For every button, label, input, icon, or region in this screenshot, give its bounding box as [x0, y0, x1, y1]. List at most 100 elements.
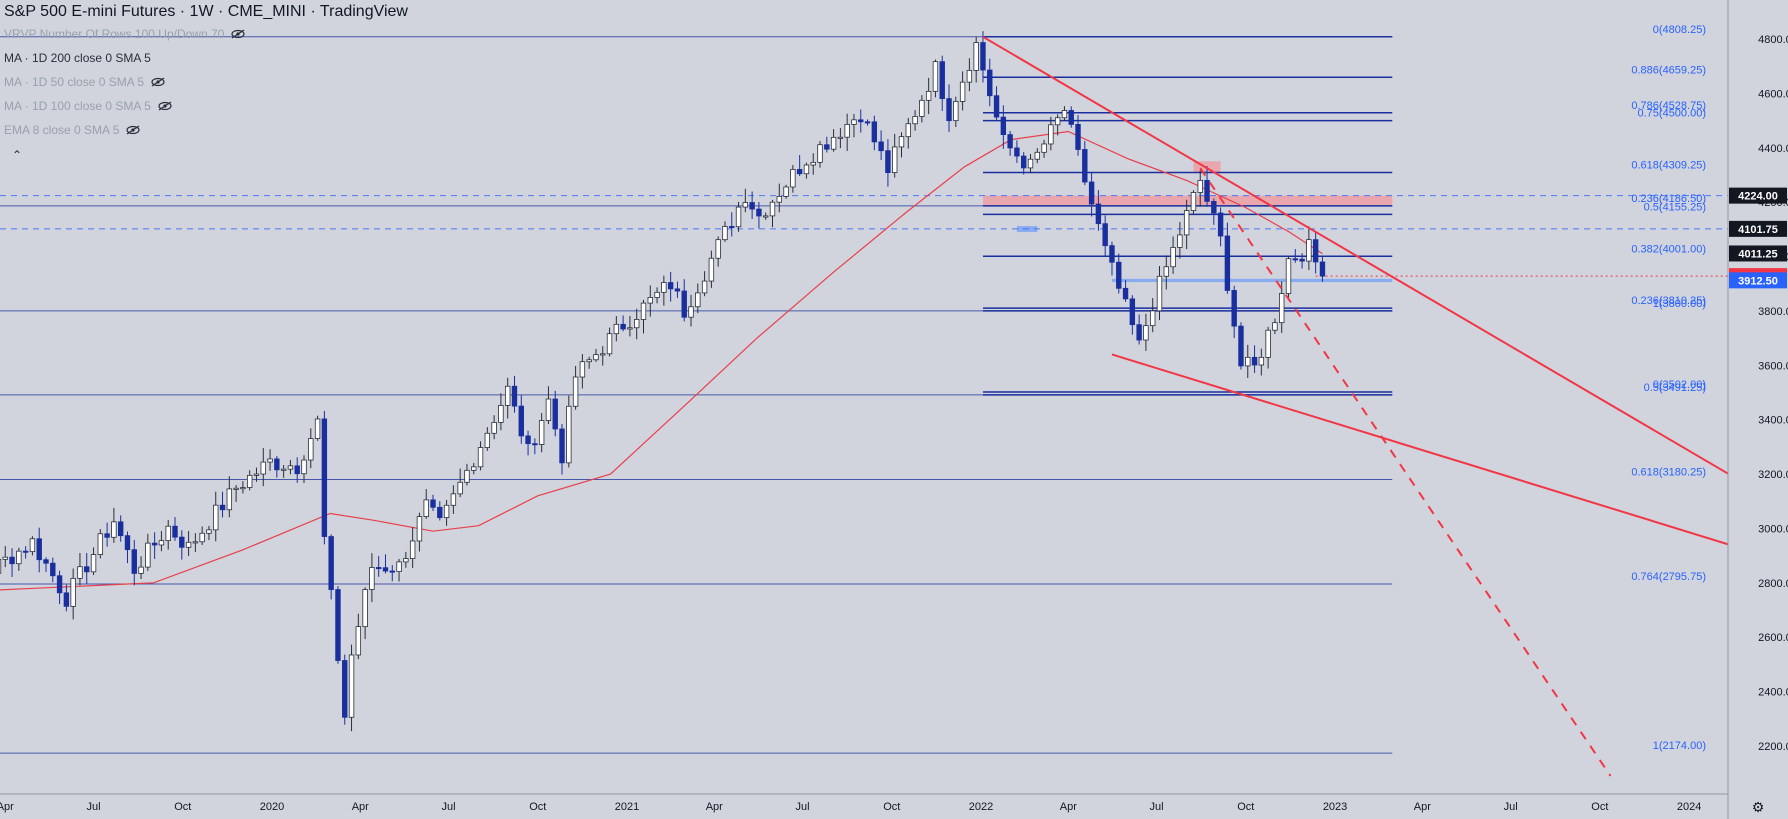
- candle-body-111: [674, 288, 681, 292]
- candle-body-132: [817, 144, 823, 163]
- candle-body-70: [396, 561, 402, 572]
- y-tick-label-8: 3800.00: [1758, 306, 1788, 318]
- y-tick-label-6: 3400.00: [1758, 415, 1788, 427]
- candle-body-189: [1204, 179, 1210, 202]
- x-tick-label-18: Oct: [1591, 801, 1608, 813]
- candle-body-118: [722, 226, 728, 241]
- candle-body-116: [708, 257, 715, 282]
- candle-body-96: [572, 376, 579, 407]
- candle-body-108: [654, 291, 660, 298]
- candle-body-148: [925, 90, 932, 101]
- candle-body-120: [735, 206, 742, 228]
- candle-body-175: [1109, 245, 1115, 263]
- candle-body-99: [593, 354, 599, 361]
- fib-short-label-8: 0.236(3810.25): [1631, 295, 1706, 307]
- indicator-vrvp-label: VRVP Number Of Rows 100 Up/Down 70: [4, 27, 225, 41]
- candle-body-180: [1143, 325, 1149, 341]
- fib-short-label-1: 0.886(4659.25): [1631, 64, 1706, 76]
- candle-body-158: [993, 95, 1000, 118]
- x-tick-label-11: 2022: [969, 801, 993, 813]
- candle-body-162: [1021, 155, 1027, 169]
- x-tick-label-3: 2020: [260, 801, 284, 813]
- candle-body-198: [1265, 329, 1271, 358]
- candle-body-32: [138, 566, 144, 574]
- candle-body-139: [864, 121, 871, 124]
- indicator-ma-200[interactable]: MA · 1D 200 close 0 SMA 5: [4, 51, 151, 65]
- candle-body-154: [966, 69, 973, 83]
- x-tick-label-0: Apr: [0, 801, 14, 813]
- candle-body-168: [1061, 110, 1068, 119]
- candle-body-27: [104, 533, 110, 538]
- candle-body-59: [321, 418, 328, 537]
- x-tick-label-5: Jul: [441, 801, 455, 813]
- y-tick-label-2: 2600.00: [1758, 632, 1788, 644]
- candle-body-141: [878, 141, 884, 152]
- candle-body-128: [790, 169, 796, 188]
- candle-body-190: [1211, 201, 1217, 214]
- candle-body-40: [192, 541, 199, 544]
- candle-body-203: [1299, 258, 1305, 262]
- candle-body-179: [1136, 324, 1142, 341]
- candle-body-202: [1292, 258, 1298, 261]
- ma-200-line: [0, 130, 1323, 591]
- candle-body-183: [1163, 266, 1169, 277]
- zone-blue-3: [1111, 278, 1393, 283]
- candle-body-90: [532, 443, 538, 446]
- indicator-ma-200-label: MA · 1D 200 close 0 SMA 5: [4, 51, 151, 65]
- candle-body-115: [701, 280, 708, 294]
- eye-off-icon[interactable]: [230, 29, 246, 39]
- candle-body-43: [213, 504, 219, 531]
- candle-body-182: [1156, 275, 1163, 312]
- candle-body-29: [117, 521, 124, 537]
- candle-body-119: [729, 226, 735, 229]
- indicator-ma-50[interactable]: MA · 1D 50 close 0 SMA 5: [4, 75, 166, 89]
- x-tick-label-14: Oct: [1237, 801, 1254, 813]
- chevron-up-icon[interactable]: ⌃: [12, 148, 23, 162]
- candle-body-46: [233, 487, 239, 490]
- candle-body-151: [946, 98, 952, 122]
- candle-body-54: [287, 465, 294, 470]
- x-tick-label-2: Oct: [174, 801, 191, 813]
- candle-body-69: [389, 570, 395, 573]
- candle-body-81: [471, 466, 477, 471]
- eye-off-icon[interactable]: [125, 125, 141, 135]
- candle-body-136: [844, 123, 850, 138]
- indicator-vrvp[interactable]: VRVP Number Of Rows 100 Up/Down 70: [4, 27, 246, 41]
- candle-body-36: [165, 525, 171, 542]
- candle-body-194: [1238, 325, 1244, 367]
- candle-body-72: [409, 540, 416, 559]
- x-tick-label-4: Apr: [352, 801, 369, 813]
- candle-body-87: [511, 385, 518, 407]
- candle-body-184: [1170, 247, 1176, 268]
- indicator-ma-100[interactable]: MA · 1D 100 close 0 SMA 5: [4, 99, 173, 113]
- candle-body-187: [1190, 192, 1197, 211]
- indicator-ma-100-label: MA · 1D 100 close 0 SMA 5: [4, 99, 151, 113]
- candle-body-137: [851, 119, 857, 125]
- candle-body-47: [240, 487, 246, 490]
- candle-body-147: [919, 99, 925, 117]
- fib-short-label-2: 0.786(4528.75): [1631, 100, 1706, 112]
- x-tick-label-15: 2023: [1323, 801, 1347, 813]
- x-tick-label-17: Jul: [1504, 801, 1518, 813]
- candle-body-164: [1034, 151, 1040, 160]
- candle-body-199: [1272, 322, 1278, 331]
- candle-body-48: [246, 474, 253, 488]
- candle-body-176: [1116, 261, 1122, 289]
- eye-off-icon[interactable]: [157, 101, 173, 111]
- candle-body-126: [776, 196, 782, 203]
- candle-body-157: [987, 69, 993, 97]
- candle-body-75: [430, 499, 436, 508]
- candle-body-25: [90, 554, 97, 573]
- candle-body-201: [1285, 258, 1292, 294]
- candle-body-104: [627, 327, 633, 330]
- price-label-box-2: [1729, 245, 1787, 262]
- candle-body-68: [382, 567, 389, 572]
- trend-line-1: [1111, 353, 1728, 546]
- y-tick-label-7: 3600.00: [1758, 360, 1788, 372]
- indicator-ema-8[interactable]: EMA 8 close 0 SMA 5: [4, 123, 141, 137]
- candle-body-57: [308, 438, 314, 461]
- eye-off-icon[interactable]: [150, 77, 166, 87]
- fib-short-label-10: 0(3502.00): [1653, 379, 1706, 391]
- candle-body-100: [600, 353, 606, 356]
